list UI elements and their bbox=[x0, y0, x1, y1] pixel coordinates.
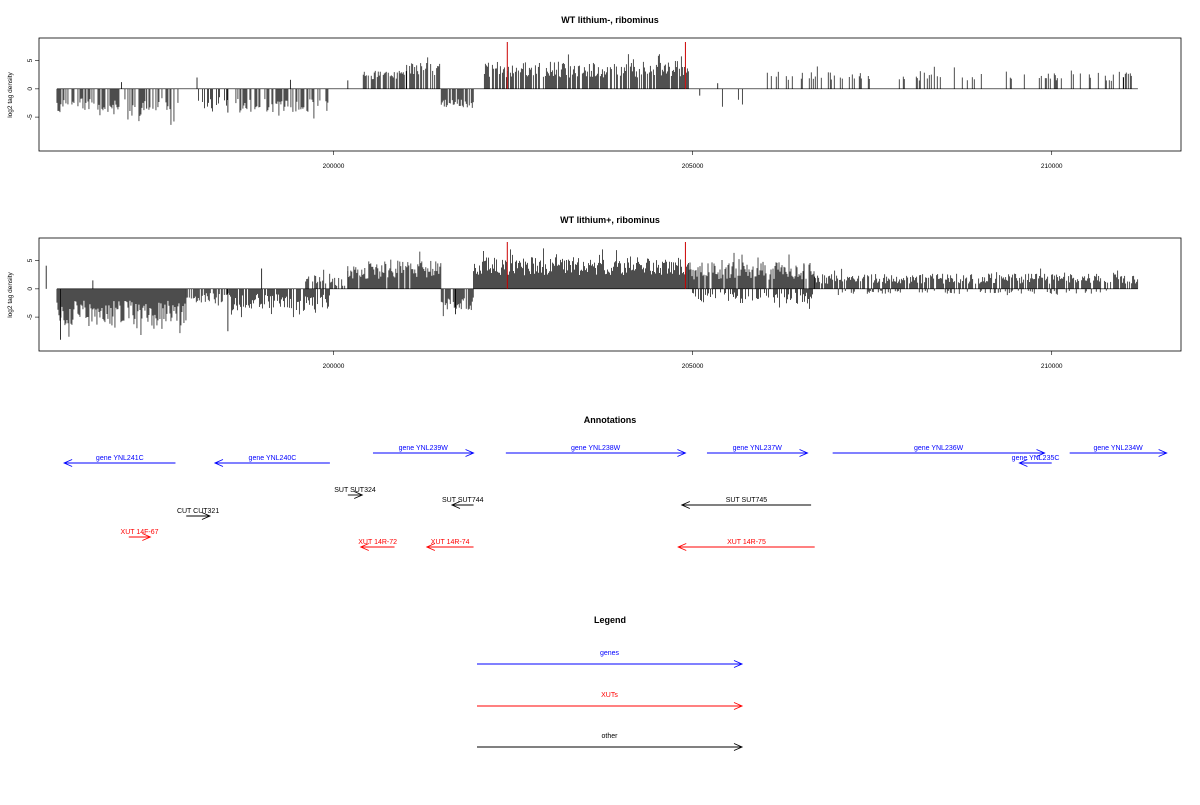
annotation-label: SUT SUT744 bbox=[442, 497, 484, 504]
gene-annotation: gene YNL235C bbox=[1012, 455, 1060, 467]
other-annotation: SUT SUT324 bbox=[334, 487, 376, 499]
x-tick-label: 200000 bbox=[323, 363, 345, 370]
xut-annotation: XUT 14R-72 bbox=[358, 539, 397, 551]
annotation-label: SUT SUT745 bbox=[726, 497, 768, 504]
annotation-label: XUT 14R-75 bbox=[727, 539, 766, 546]
xut-annotation: XUT 14R-75 bbox=[677, 539, 815, 551]
density-bars bbox=[56, 54, 1138, 125]
annotation-arrowhead bbox=[201, 512, 212, 520]
annotation-label: gene YNL235C bbox=[1012, 455, 1060, 462]
annotation-label: gene YNL239W bbox=[399, 445, 449, 452]
other-annotation: CUT CUT321 bbox=[177, 508, 219, 520]
annotation-label: gene YNL237W bbox=[733, 445, 783, 452]
annotation-arrowhead bbox=[465, 449, 475, 457]
annotation-label: gene YNL236W bbox=[914, 445, 964, 452]
legend-item-gene: genes bbox=[477, 650, 744, 668]
legend-label: other bbox=[602, 733, 619, 740]
annotation-arrowhead bbox=[354, 491, 364, 499]
panel-title: WT lithium-, ribominus bbox=[561, 15, 659, 25]
annotation-label: gene YNL240C bbox=[249, 455, 297, 462]
annotation-arrowhead bbox=[1018, 459, 1028, 467]
highlight-lines bbox=[506, 242, 686, 289]
y-axis: -5 0 5 bbox=[27, 58, 39, 120]
x-tick-label: 210000 bbox=[1041, 363, 1063, 370]
other-annotation: SUT SUT745 bbox=[680, 497, 812, 509]
panel-title: WT lithium+, ribominus bbox=[560, 215, 660, 225]
annotation-arrowhead bbox=[677, 449, 687, 457]
annotation-arrowhead bbox=[425, 543, 436, 551]
xut-annotation: XUT 14F-67 bbox=[121, 529, 159, 541]
annotation-arrowhead bbox=[677, 543, 687, 551]
y-tick-label: 0 bbox=[27, 87, 34, 91]
annotation-arrowhead bbox=[63, 459, 73, 467]
annotation-label: gene YNL238W bbox=[571, 445, 621, 452]
x-axis: 200000 205000 210000 bbox=[323, 351, 1063, 370]
y-axis: -5 0 5 bbox=[27, 258, 39, 320]
xut-annotation: XUT 14R-74 bbox=[425, 539, 474, 551]
annotation-arrowhead bbox=[1036, 449, 1046, 457]
track-panel-lithium-plus: WT lithium+, ribominus log2 tag density … bbox=[7, 215, 1182, 370]
highlight-lines bbox=[506, 42, 686, 89]
annotations-title: Annotations bbox=[584, 415, 637, 425]
plot-frame bbox=[38, 37, 1182, 152]
legend-arrowhead bbox=[733, 702, 744, 710]
annotation-label: gene YNL234W bbox=[1094, 445, 1144, 452]
annotation-label: XUT 14R-74 bbox=[431, 539, 470, 546]
annotation-arrowhead bbox=[142, 533, 152, 541]
plot-frame bbox=[38, 237, 1182, 352]
y-tick-label: -5 bbox=[27, 314, 34, 320]
gene-annotation: gene YNL241C bbox=[63, 455, 176, 467]
other-annotation: SUT SUT744 bbox=[442, 497, 484, 509]
annotation-label: XUT 14F-67 bbox=[121, 529, 159, 536]
x-tick-label: 205000 bbox=[682, 163, 704, 170]
gene-annotation: gene YNL239W bbox=[372, 445, 475, 457]
legend-item-other: other bbox=[477, 733, 744, 751]
y-tick-label: 0 bbox=[27, 287, 34, 291]
gene-annotation: gene YNL237W bbox=[706, 445, 809, 457]
x-axis: 200000 205000 210000 bbox=[323, 151, 1063, 170]
annotation-arrowhead bbox=[359, 543, 369, 551]
y-tick-label: 5 bbox=[27, 258, 34, 262]
track-panel-lithium-minus: WT lithium-, ribominus log2 tag density … bbox=[7, 15, 1182, 170]
legend-label: genes bbox=[600, 650, 620, 657]
annotation-label: XUT 14R-72 bbox=[358, 539, 397, 546]
annotation-label: gene YNL241C bbox=[96, 455, 144, 462]
y-tick-label: 5 bbox=[27, 58, 34, 62]
legend-label: XUTs bbox=[601, 692, 618, 699]
annotation-arrowhead bbox=[213, 459, 224, 467]
y-axis-label: log2 tag density bbox=[7, 71, 14, 117]
legend-arrowhead bbox=[733, 743, 744, 751]
density-bars bbox=[45, 248, 1139, 340]
legend: genes XUTs other bbox=[477, 650, 744, 751]
annotation-arrowhead bbox=[450, 501, 461, 509]
x-tick-label: 210000 bbox=[1041, 163, 1063, 170]
annotation-track: gene YNL241C gene YNL240C gene YNL239W gene… bbox=[63, 445, 1168, 551]
y-tick-label: -5 bbox=[27, 114, 34, 120]
annotation-arrowhead bbox=[799, 449, 809, 457]
legend-title: Legend bbox=[594, 615, 626, 625]
annotation-arrowhead bbox=[680, 501, 691, 509]
gene-annotation: gene YNL238W bbox=[505, 445, 687, 457]
legend-arrowhead bbox=[733, 660, 744, 668]
annotation-label: CUT CUT321 bbox=[177, 508, 219, 515]
annotation-arrowhead bbox=[1158, 449, 1168, 457]
gene-annotation: gene YNL236W bbox=[832, 445, 1046, 457]
annotation-label: SUT SUT324 bbox=[334, 487, 376, 494]
gene-annotation: gene YNL234W bbox=[1069, 445, 1168, 457]
legend-item-xut: XUTs bbox=[477, 692, 744, 710]
x-tick-label: 205000 bbox=[682, 363, 704, 370]
x-tick-label: 200000 bbox=[323, 163, 345, 170]
gene-annotation: gene YNL240C bbox=[213, 455, 330, 467]
y-axis-label: log2 tag density bbox=[7, 271, 14, 317]
